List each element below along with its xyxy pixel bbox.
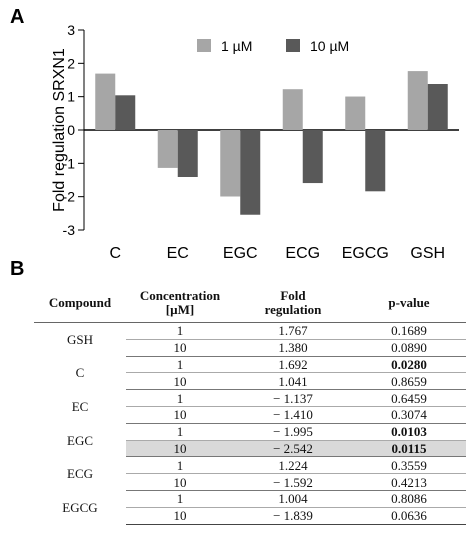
cell-fold-regulation: 1.380 (234, 339, 352, 357)
bar-gsh-series-1 (407, 71, 428, 130)
y-tick-label: 2 (67, 55, 75, 71)
cell-concentration: 10 (126, 406, 234, 424)
y-tick-label: -3 (63, 222, 76, 238)
cell-p-value: 0.0890 (352, 339, 466, 357)
cell-p-value: 0.3074 (352, 406, 466, 424)
cell-concentration: 1 (126, 456, 234, 475)
cell-fold-regulation: 1.004 (234, 490, 352, 508)
x-tick-label: EGCG (342, 245, 389, 262)
bar-ecg-series-2 (302, 130, 323, 184)
table-row: GSH 1 1.767 0.1689 (34, 322, 466, 347)
cell-concentration: 10 (126, 473, 234, 491)
bar-c-series-2 (115, 95, 136, 130)
bar-egc-series-1 (220, 130, 241, 197)
bar-gsh-series-2 (427, 84, 448, 130)
cell-compound: EGCG (62, 499, 98, 515)
cell-concentration: 1 (126, 490, 234, 508)
cell-fold-regulation: − 1.410 (234, 406, 352, 424)
x-tick-label: C (109, 245, 121, 262)
bar-c-series-1 (95, 73, 116, 130)
cell-concentration: 10 (126, 440, 234, 458)
header-fold-line1: Fold (280, 288, 306, 303)
panel-label-a: A (10, 6, 25, 28)
cell-concentration: 1 (126, 322, 234, 340)
results-table: Compound Concentration [µM] Fold regulatio… (34, 284, 466, 525)
cell-fold-regulation: − 1.995 (234, 423, 352, 441)
cell-concentration: 1 (126, 356, 234, 374)
cell-compound: GSH (66, 332, 93, 348)
bar-egcg-series-1 (345, 96, 366, 130)
x-tick-label: ECG (285, 245, 320, 262)
table-body: GSH 1 1.767 0.1689 10 1.380 0.0890 C 1 1.692 0.028… (34, 322, 466, 525)
cell-p-value: 0.4213 (352, 473, 466, 491)
cell-fold-regulation: − 1.137 (234, 389, 352, 407)
table-header-row: Compound Concentration [µM] Fold regulatio… (34, 284, 466, 323)
legend-label-series-2: 10 µM (310, 38, 349, 54)
x-tick-label: EGC (223, 245, 258, 262)
header-concentration-line1: Concentration (139, 288, 221, 303)
cell-concentration: 1 (126, 423, 234, 441)
cell-fold-regulation: − 1.839 (234, 507, 352, 525)
table-row: 10 1.041 0.8659 (34, 372, 466, 391)
header-compound: Compound (34, 284, 126, 323)
bar-egc-series-2 (240, 130, 261, 215)
cell-p-value: 0.0103 (352, 423, 466, 441)
legend-label-series-1: 1 µM (221, 38, 252, 54)
y-axis-label: Fold regulation SRXN1 (51, 48, 68, 212)
cell-fold-regulation: 1.224 (234, 456, 352, 475)
header-p-value: p-value (352, 284, 466, 323)
cell-fold-regulation: − 1.592 (234, 473, 352, 491)
results-table-container: Compound Concentration [µM] Fold regulatio… (34, 284, 466, 525)
y-tick-label: 1 (67, 89, 75, 105)
header-fold-line2: regulation (264, 302, 322, 317)
x-tick-label: EC (167, 245, 189, 262)
cell-p-value: 0.0280 (352, 356, 466, 374)
cell-compound: EGC (67, 432, 93, 448)
cell-compound: EC (71, 398, 89, 414)
cell-p-value: 0.0636 (352, 507, 466, 525)
cell-concentration: 10 (126, 507, 234, 525)
bar-chart: -3 -2 -1 0 1 2 3 Fold regulation SRXN1 C EC EGC ECG… (51, 22, 459, 262)
header-concentration-line2: [µM] (165, 302, 195, 317)
table-row: 10− 2.542 0.0115 (34, 440, 466, 458)
table-row: 10 1.380 0.0890 (34, 339, 466, 357)
cell-fold-regulation: 1.692 (234, 356, 352, 374)
cell-fold-regulation: 1.767 (234, 322, 352, 340)
cell-concentration: 10 (126, 339, 234, 357)
bar-egcg-series-2 (365, 130, 386, 192)
bar-ec-series-2 (177, 130, 198, 177)
cell-fold-regulation: 1.041 (234, 372, 352, 391)
cell-p-value: 0.1689 (352, 322, 466, 340)
cell-p-value: 0.3559 (352, 456, 466, 475)
cell-p-value: 0.8659 (352, 372, 466, 391)
cell-compound: C (75, 365, 85, 381)
y-tick-label: -1 (63, 155, 76, 171)
cell-fold-regulation: − 2.542 (234, 440, 352, 458)
header-concentration: Concentration [µM] (126, 284, 234, 323)
bar-ec-series-1 (157, 130, 178, 168)
table-row: C 1 1.692 0.0280 (34, 356, 466, 380)
panel-label-b: B (10, 258, 25, 280)
y-tick-label: -2 (63, 189, 76, 205)
table-row: ECG 1 1.224 0.3559 (34, 456, 466, 481)
table-row: 10− 1.839 0.0636 (34, 507, 466, 525)
table-row: 10− 1.410 0.3074 (34, 406, 466, 424)
cell-p-value: 0.0115 (352, 440, 466, 458)
y-tick-label: 0 (67, 122, 75, 138)
header-fold-regulation: Fold regulation (234, 284, 352, 323)
table-row: EGCG 1 1.004 0.8086 (34, 490, 466, 515)
cell-concentration: 1 (126, 389, 234, 407)
x-tick-label: GSH (410, 245, 445, 262)
cell-p-value: 0.8086 (352, 490, 466, 508)
cell-compound: ECG (67, 466, 93, 482)
y-tick-label: 3 (67, 22, 75, 38)
table-row: 10− 1.592 0.4213 (34, 473, 466, 491)
bar-ecg-series-1 (282, 89, 303, 130)
cell-concentration: 10 (126, 372, 234, 391)
table-row: EC 1− 1.137 0.6459 (34, 389, 466, 414)
cell-p-value: 0.6459 (352, 389, 466, 407)
table-row: EGC 1− 1.995 0.0103 (34, 423, 466, 447)
legend-swatch-series-1 (197, 39, 211, 52)
legend-swatch-series-2 (286, 39, 300, 52)
